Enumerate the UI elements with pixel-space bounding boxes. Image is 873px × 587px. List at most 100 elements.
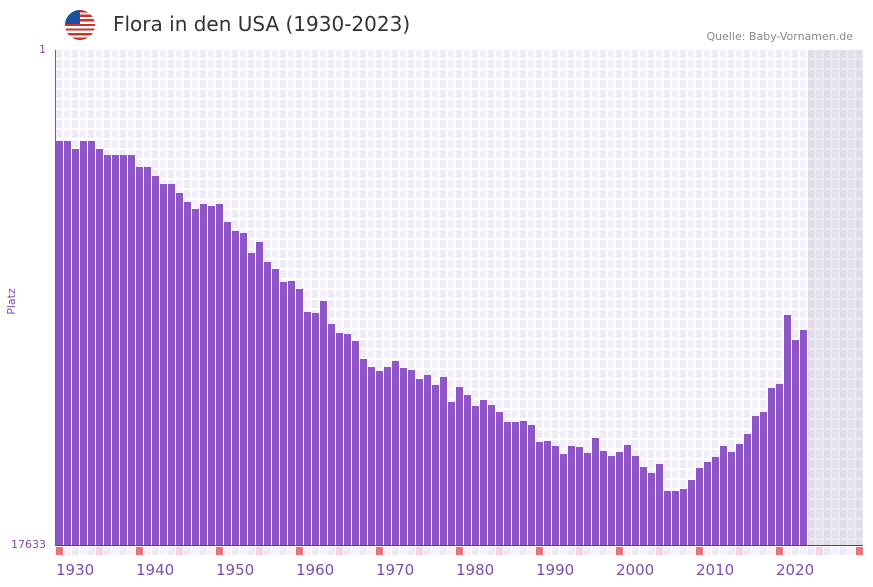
bar-2023[interactable] [800,329,807,545]
bar-2013[interactable] [720,446,727,545]
bar-1964[interactable] [328,323,335,545]
bar-1976[interactable] [424,375,431,545]
bar-2019[interactable] [768,388,775,545]
bar-1931[interactable] [64,140,71,545]
bar-2012[interactable] [712,457,719,545]
bar-1987[interactable] [512,421,519,545]
bar-1941[interactable] [144,166,151,545]
bar-1967[interactable] [352,340,359,545]
bar-1952[interactable] [232,231,239,545]
bar-1978[interactable] [440,376,447,545]
bar-2002[interactable] [632,456,639,545]
bar-1943[interactable] [160,183,167,545]
bar-2008[interactable] [680,489,687,545]
bar-1946[interactable] [184,201,191,545]
bar-1998[interactable] [600,451,607,545]
bar-1997[interactable] [592,437,599,545]
bar-1996[interactable] [584,453,591,545]
bar-1934[interactable] [88,140,95,545]
bar-1992[interactable] [552,446,559,545]
bar-1966[interactable] [344,333,351,545]
bar-1968[interactable] [360,358,367,545]
bar-1944[interactable] [168,183,175,545]
bar-1971[interactable] [384,366,391,545]
bar-1989[interactable] [528,425,535,545]
bar-1999[interactable] [608,456,615,545]
bar-1995[interactable] [576,447,583,545]
bar-1961[interactable] [304,312,311,545]
bar-1985[interactable] [496,412,503,545]
bar-1933[interactable] [80,140,87,545]
bar-1973[interactable] [400,367,407,545]
bar-1958[interactable] [280,282,287,545]
bar-1953[interactable] [240,232,247,545]
year-marker-1934 [88,547,95,555]
bar-2016[interactable] [744,433,751,545]
bar-1972[interactable] [392,360,399,545]
bar-1950[interactable] [216,204,223,545]
bar-1979[interactable] [448,401,455,545]
bar-1955[interactable] [256,241,263,545]
year-marker-2001 [624,547,631,555]
bar-1981[interactable] [464,394,471,545]
bar-1957[interactable] [272,269,279,545]
bar-2018[interactable] [760,412,767,545]
bar-2006[interactable] [664,491,671,545]
bar-1984[interactable] [488,404,495,545]
bar-2001[interactable] [624,444,631,545]
bar-1932[interactable] [72,148,79,545]
bar-1940[interactable] [136,166,143,545]
bar-1994[interactable] [568,446,575,545]
bar-1947[interactable] [192,208,199,545]
bar-2007[interactable] [672,491,679,545]
bar-1993[interactable] [560,454,567,545]
bar-1965[interactable] [336,333,343,545]
bar-1942[interactable] [152,175,159,545]
bar-1980[interactable] [456,387,463,545]
bar-1936[interactable] [104,155,111,545]
bar-1949[interactable] [208,206,215,545]
bar-1963[interactable] [320,300,327,545]
bar-1975[interactable] [416,378,423,545]
bar-2021[interactable] [784,315,791,545]
source-link[interactable]: Quelle: Baby-Vornamen.de [706,30,853,43]
bar-1969[interactable] [368,366,375,545]
bar-1930[interactable] [56,140,63,545]
bar-2020[interactable] [776,383,783,545]
bar-1939[interactable] [128,155,135,545]
bar-2015[interactable] [736,443,743,545]
bar-1960[interactable] [296,288,303,545]
bar-1938[interactable] [120,155,127,545]
bar-1983[interactable] [480,400,487,545]
bar-1945[interactable] [176,193,183,545]
bar-2003[interactable] [640,467,647,545]
bar-1974[interactable] [408,369,415,545]
bar-2017[interactable] [752,415,759,545]
year-marker-1994 [568,547,575,555]
bar-1991[interactable] [544,440,551,545]
bar-2014[interactable] [728,451,735,545]
bar-2011[interactable] [704,462,711,545]
bar-1982[interactable] [472,405,479,545]
bar-1988[interactable] [520,421,527,545]
bar-1935[interactable] [96,148,103,545]
bar-1959[interactable] [288,281,295,545]
bar-2022[interactable] [792,339,799,545]
bar-2000[interactable] [616,451,623,545]
bar-2010[interactable] [696,468,703,545]
bar-1937[interactable] [112,155,119,545]
bar-1956[interactable] [264,262,271,545]
bar-1948[interactable] [200,204,207,545]
bar-1970[interactable] [376,370,383,545]
bar-2005[interactable] [656,463,663,545]
bar-1977[interactable] [432,385,439,545]
y-axis-title: Platz [4,288,18,315]
bar-1962[interactable] [312,312,319,545]
bar-1986[interactable] [504,421,511,545]
bar-1954[interactable] [248,252,255,545]
bar-1990[interactable] [536,442,543,545]
bar-2009[interactable] [688,480,695,545]
year-marker-2029 [848,547,855,555]
bar-1951[interactable] [224,222,231,545]
bar-2004[interactable] [648,473,655,545]
